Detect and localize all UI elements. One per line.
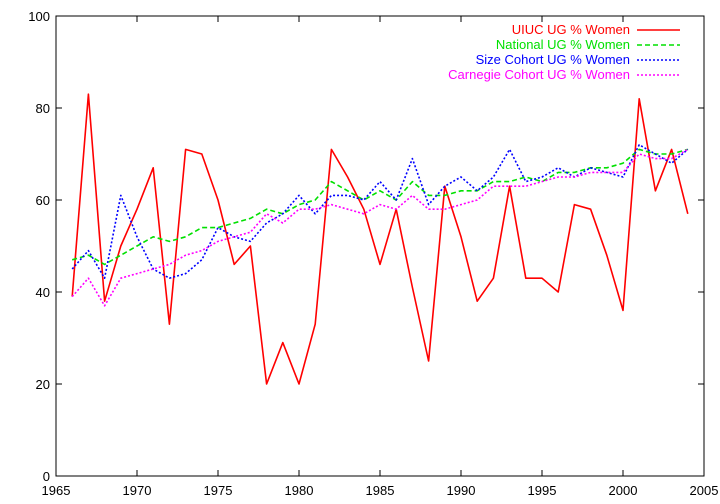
legend-label-2: National UG % Women (496, 37, 630, 52)
legend-label-1: UIUC UG % Women (512, 22, 630, 37)
series-line-3 (71, 144, 689, 280)
series-line-1 (71, 93, 689, 385)
axis-ticks: 1965 1970 1975 1980 1985 1990 1995 2000 2005 0 20 4… (28, 9, 718, 498)
x-tick-label: 2005 (690, 483, 719, 498)
y-tick-label: 80 (36, 101, 50, 116)
x-tick-label: 1965 (42, 483, 71, 498)
y-tick-label: 60 (36, 193, 50, 208)
plot-frame (55, 15, 705, 477)
y-tick-label: 20 (36, 377, 50, 392)
legend-label-4: Carnegie Cohort UG % Women (448, 67, 630, 82)
series-group (71, 93, 689, 385)
x-tick-label: 1980 (285, 483, 314, 498)
x-tick-label: 1970 (123, 483, 152, 498)
x-tick-label: 1975 (204, 483, 233, 498)
legend-label-3: Size Cohort UG % Women (476, 52, 630, 67)
y-tick-label: 100 (28, 9, 50, 24)
x-tick-label: 1995 (528, 483, 557, 498)
series-line-4 (71, 148, 689, 307)
series-line-2 (71, 148, 689, 266)
x-tick-label: 2000 (609, 483, 638, 498)
x-tick-label: 1985 (366, 483, 395, 498)
y-tick-label: 40 (36, 285, 50, 300)
y-tick-label: 0 (43, 469, 50, 484)
x-tick-label: 1990 (447, 483, 476, 498)
